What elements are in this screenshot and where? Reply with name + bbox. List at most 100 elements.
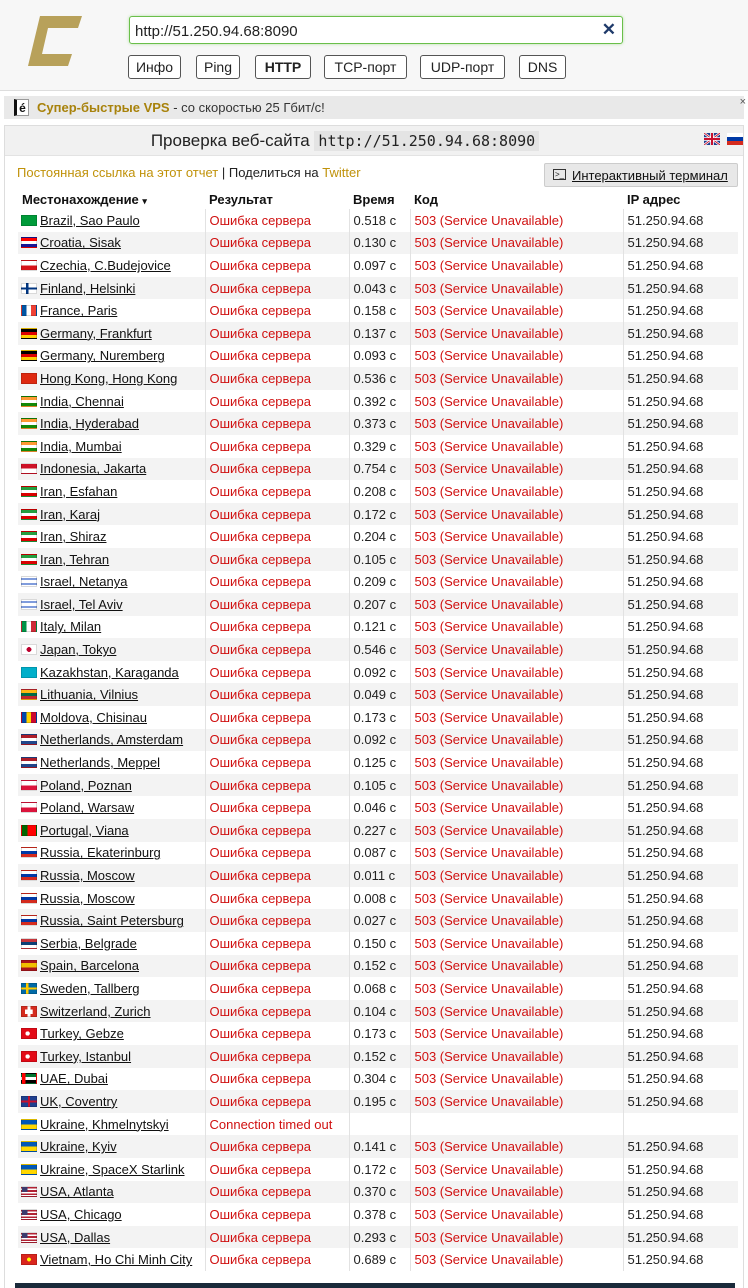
ad-banner: é Супер-быстрые VPS - со скоростью 25 Гб… — [4, 96, 746, 119]
ru-flag-icon — [21, 847, 37, 859]
table-row: Portugal, Viana Ошибка сервера 0.227 с 503 … — [18, 819, 738, 842]
interactive-terminal-button[interactable]: >_ Интерактивный терминал — [544, 163, 738, 187]
location-link[interactable]: UK, Coventry — [40, 1093, 118, 1109]
de-flag-icon — [21, 350, 37, 362]
location-cell: USA, Dallas — [18, 1225, 205, 1249]
russia-flag-icon[interactable] — [727, 133, 743, 145]
location-link[interactable]: Poland, Poznan — [40, 777, 132, 793]
url-input[interactable] — [135, 21, 595, 41]
nl-flag-icon — [21, 734, 37, 746]
result-cell: Ошибка сервера — [204, 999, 349, 1023]
location-link[interactable]: Spain, Barcelona — [40, 958, 140, 974]
code-cell: 503 (Service Unavailable) — [409, 276, 623, 300]
location-link[interactable]: Iran, Karaj — [40, 506, 100, 522]
table-row: Iran, Esfahan Ошибка сервера 0.208 с 503 (S… — [18, 480, 738, 503]
location-link[interactable]: Turkey, Gebze — [40, 1026, 124, 1042]
location-link[interactable]: Iran, Esfahan — [40, 483, 118, 499]
location-link[interactable]: Poland, Warsaw — [40, 800, 135, 816]
ip-cell: 51.250.94.68 — [622, 1180, 738, 1204]
location-link[interactable]: Germany, Nuremberg — [40, 348, 165, 364]
location-link[interactable]: Iran, Tehran — [40, 551, 110, 567]
us-flag-icon — [21, 1186, 37, 1198]
table-row: Croatia, Sisak Ошибка сервера 0.130 с 503 (… — [18, 231, 738, 255]
result-cell: Ошибка сервера — [204, 389, 349, 413]
ad-link[interactable]: Супер-быстрые VPS — [37, 100, 170, 115]
table-row: France, Paris Ошибка сервера 0.158 с 503 (S… — [18, 299, 738, 322]
http-button[interactable]: HTTP — [255, 55, 311, 79]
time-cell: 0.046 с — [348, 796, 410, 820]
result-cell: Ошибка сервера — [204, 344, 349, 368]
tcp-port-button[interactable]: TCP-порт — [324, 55, 407, 79]
column-header-code: Код — [414, 191, 438, 207]
close-icon[interactable]: ✕ — [601, 20, 616, 39]
dns-button[interactable]: DNS — [519, 55, 566, 79]
location-link[interactable]: Iran, Shiraz — [40, 529, 107, 545]
location-link[interactable]: India, Mumbai — [40, 438, 122, 454]
time-cell: 0.011 с — [348, 864, 410, 887]
location-link[interactable]: Moldova, Chisinau — [40, 709, 147, 725]
location-link[interactable]: Ukraine, Kyiv — [40, 1139, 117, 1155]
location-link[interactable]: Finland, Helsinki — [40, 280, 136, 296]
location-link[interactable]: India, Chennai — [40, 393, 124, 409]
location-cell: Portugal, Viana — [18, 819, 205, 842]
location-link[interactable]: Germany, Frankfurt — [40, 325, 152, 341]
location-link[interactable]: Israel, Tel Aviv — [40, 596, 123, 612]
location-link[interactable]: Portugal, Viana — [40, 822, 129, 838]
location-link[interactable]: USA, Chicago — [40, 1206, 122, 1222]
table-row: Finland, Helsinki Ошибка сервера 0.043 с 50… — [18, 276, 738, 300]
location-link[interactable]: Vietnam, Ho Chi Minh City — [40, 1252, 193, 1268]
location-link[interactable]: USA, Dallas — [40, 1229, 111, 1245]
location-link[interactable]: Lithuania, Vilnius — [40, 687, 139, 703]
ad-close-icon[interactable]: × — [739, 96, 746, 108]
time-cell: 0.518 с — [348, 209, 410, 232]
pl-flag-icon — [21, 779, 37, 791]
location-link[interactable]: Serbia, Belgrade — [40, 935, 137, 951]
location-link[interactable]: Turkey, Istanbul — [40, 1048, 132, 1064]
location-cell: Turkey, Istanbul — [18, 1044, 205, 1068]
result-cell: Ошибка сервера — [204, 819, 349, 842]
result-cell: Ошибка сервера — [204, 1203, 349, 1226]
ip-cell: 51.250.94.68 — [622, 796, 738, 820]
table-row: India, Mumbai Ошибка сервера 0.329 с 503 (S… — [18, 434, 738, 458]
location-link[interactable]: Indonesia, Jakarta — [40, 461, 147, 477]
uk-flag-icon[interactable] — [704, 133, 721, 145]
location-link[interactable]: Czechia, C.Budejovice — [40, 257, 171, 273]
location-link[interactable]: Ukraine, SpaceX Starlink — [40, 1161, 185, 1177]
check-host-logo[interactable] — [26, 14, 84, 68]
permalink-link[interactable]: Постоянная ссылка на этот отчет — [17, 165, 219, 180]
location-link[interactable]: Israel, Netanya — [40, 574, 128, 590]
location-link[interactable]: Netherlands, Amsterdam — [40, 732, 184, 748]
location-link[interactable]: India, Hyderabad — [40, 416, 140, 432]
ping-button[interactable]: Ping — [196, 55, 240, 79]
time-cell: 0.027 с — [348, 909, 410, 932]
location-link[interactable]: Sweden, Tallberg — [40, 980, 140, 996]
location-link[interactable]: Switzerland, Zurich — [40, 1003, 151, 1019]
location-link[interactable]: Russia, Moscow — [40, 890, 135, 906]
location-link[interactable]: USA, Atlanta — [40, 1184, 114, 1200]
twitter-link[interactable]: Twitter — [322, 165, 361, 180]
result-cell: Ошибка сервера — [204, 864, 349, 887]
location-link[interactable]: Italy, Milan — [40, 619, 102, 635]
location-link[interactable]: Brazil, Sao Paulo — [40, 212, 140, 228]
location-link[interactable]: Croatia, Sisak — [40, 235, 121, 251]
location-cell: Ukraine, Khmelnytskyi — [18, 1113, 205, 1136]
url-field[interactable]: ✕ — [129, 16, 623, 44]
location-link[interactable]: Japan, Tokyo — [40, 642, 117, 658]
location-link[interactable]: Kazakhstan, Karaganda — [40, 664, 179, 680]
code-cell: 503 (Service Unavailable) — [409, 389, 623, 413]
location-link[interactable]: Russia, Ekaterinburg — [40, 845, 161, 861]
location-link[interactable]: UAE, Dubai — [40, 1071, 108, 1087]
udp-port-button[interactable]: UDP-порт — [420, 55, 505, 79]
location-link[interactable]: Netherlands, Meppel — [40, 755, 160, 771]
location-link[interactable]: Hong Kong, Hong Kong — [40, 370, 178, 386]
location-link[interactable]: Russia, Moscow — [40, 868, 135, 884]
location-link[interactable]: Russia, Saint Petersburg — [40, 913, 184, 929]
location-cell: Russia, Moscow — [18, 864, 205, 887]
code-cell — [409, 1112, 623, 1136]
location-link[interactable]: France, Paris — [40, 303, 118, 319]
column-header-location[interactable]: Местонахождение ▾ — [22, 191, 147, 207]
ip-cell: 51.250.94.68 — [622, 593, 738, 616]
ip-cell: 51.250.94.68 — [622, 299, 738, 322]
location-link[interactable]: Ukraine, Khmelnytskyi — [40, 1116, 169, 1132]
info-button[interactable]: Инфо — [128, 55, 181, 79]
